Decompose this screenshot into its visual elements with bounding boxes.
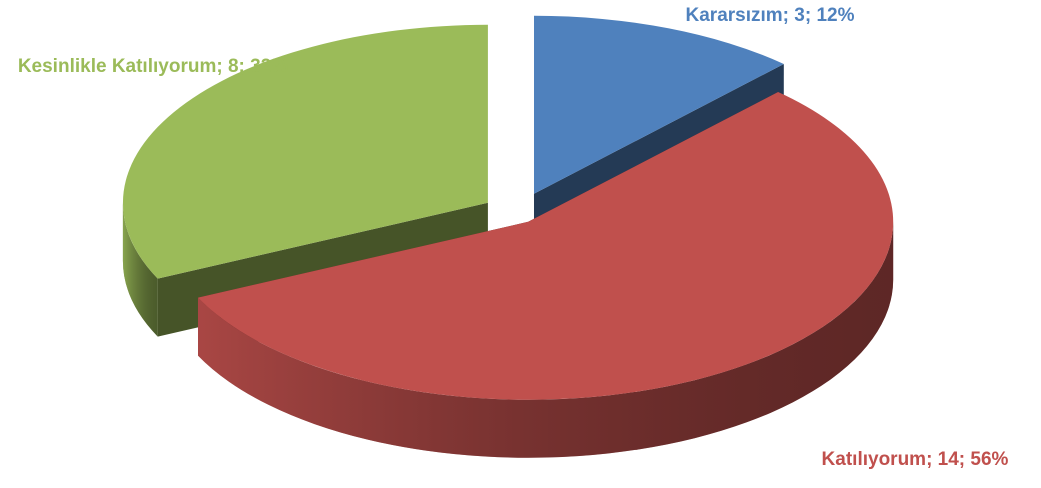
slice bbox=[198, 92, 894, 400]
data-label: Kesinlikle Katılıyorum; 8; 32% bbox=[17, 56, 289, 77]
slice-wall-shade bbox=[122, 202, 158, 337]
data-label: Katılıyorum; 14; 56% bbox=[821, 449, 1009, 470]
slice bbox=[122, 24, 488, 279]
data-label: Kararsızım; 3; 12% bbox=[685, 5, 855, 26]
slice-wall-shade bbox=[198, 221, 894, 458]
slice bbox=[533, 15, 784, 194]
